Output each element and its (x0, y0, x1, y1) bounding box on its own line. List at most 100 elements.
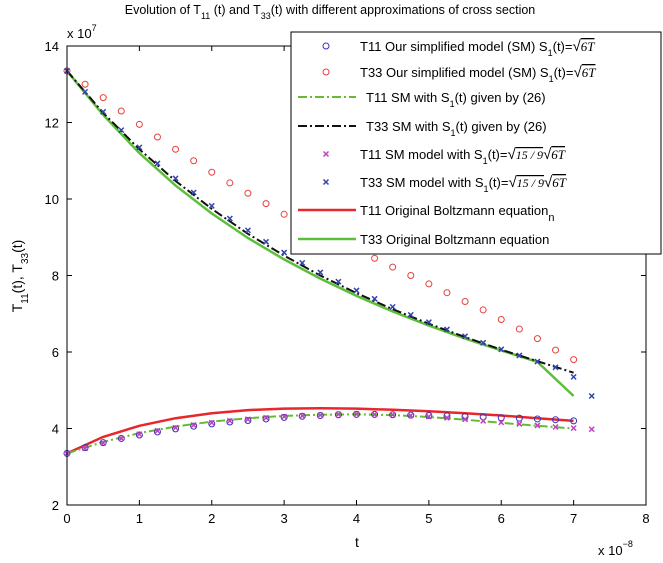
legend-entry-6: T11 Original Boltzmann equationn (360, 203, 555, 224)
series-6 (66, 406, 574, 455)
data-point (588, 392, 595, 400)
data-point (443, 326, 450, 333)
data-point (153, 428, 161, 436)
data-point (425, 319, 432, 326)
data-point (480, 417, 487, 424)
data-point (208, 419, 215, 426)
data-point (244, 416, 252, 424)
data-point (262, 200, 270, 208)
y-tick-label: 6 (52, 345, 59, 360)
data-point (100, 440, 107, 447)
data-point (570, 417, 578, 425)
data-point (154, 427, 161, 434)
y-tick-label: 12 (45, 116, 59, 131)
legend: T11 Our simplified model (SM) S1(t)=√6T … (290, 31, 662, 255)
series-3 (66, 70, 574, 374)
data-point (100, 108, 107, 115)
legend-key (322, 42, 330, 50)
x-tick-label: 6 (498, 511, 505, 526)
data-point (588, 426, 595, 433)
data-point (135, 431, 143, 439)
data-point (299, 412, 306, 419)
data-point (136, 144, 143, 151)
data-point (190, 422, 198, 430)
data-point (407, 272, 415, 279)
x-multiplier: x 10−8 (598, 539, 633, 558)
data-point (570, 373, 577, 380)
data-point (371, 295, 378, 302)
data-point (172, 175, 179, 182)
legend-entry-3: T33 SM with S1(t) given by (26) (366, 119, 547, 138)
data-point (497, 315, 505, 323)
data-point (172, 145, 180, 153)
data-point (208, 168, 216, 176)
data-point (226, 417, 233, 424)
x-tick-label: 5 (425, 511, 432, 526)
y-tick-label: 14 (45, 39, 59, 54)
data-point (425, 280, 433, 288)
data-point (81, 80, 89, 88)
series-0 (63, 410, 578, 457)
legend-key (322, 68, 330, 76)
data-point (135, 120, 143, 128)
data-point (515, 414, 523, 422)
data-point (533, 415, 541, 423)
legend-entry-2: T11 SM with S1(t) given by (26) (366, 90, 546, 109)
data-point (552, 364, 559, 371)
y-tick-label: 8 (52, 269, 59, 284)
data-point (172, 424, 179, 431)
data-point (263, 238, 270, 245)
data-point (389, 263, 397, 271)
data-point (552, 423, 559, 431)
data-point (280, 210, 288, 218)
data-point (353, 410, 360, 418)
data-point (443, 414, 450, 421)
series-1 (63, 67, 578, 364)
legend-key (322, 150, 330, 158)
data-point (117, 107, 125, 115)
data-point (389, 411, 396, 418)
data-point (82, 445, 89, 452)
data-point (190, 189, 197, 196)
data-point (190, 157, 198, 165)
x-tick-label: 8 (642, 511, 649, 526)
data-point (136, 431, 143, 438)
series-5 (63, 67, 595, 400)
data-point (117, 434, 125, 442)
data-point (462, 333, 469, 340)
data-point (498, 419, 505, 426)
y-tick-label: 10 (45, 192, 59, 207)
data-point (462, 416, 469, 423)
data-point (317, 269, 324, 276)
data-point (371, 411, 378, 418)
series-4 (63, 410, 595, 457)
data-point (497, 414, 505, 422)
data-point (262, 415, 270, 423)
data-point (498, 346, 505, 353)
series-line (66, 406, 574, 455)
legend-keys (298, 42, 356, 241)
data-point (263, 414, 270, 421)
data-point (226, 215, 233, 222)
data-point (317, 412, 324, 419)
legend-box (290, 31, 662, 255)
data-point (425, 411, 433, 419)
data-point (389, 303, 396, 310)
data-point (118, 127, 125, 134)
legend-entry-0: T11 Our simplified model (SM) S1(t)=√6T (360, 38, 595, 58)
data-point (208, 202, 215, 209)
x-tick-label: 0 (63, 511, 70, 526)
x-tick-label: 3 (281, 511, 288, 526)
x-tick-label: 4 (353, 511, 360, 526)
x-tick-label: 1 (136, 511, 143, 526)
x-axis-label: t (355, 534, 359, 550)
data-point (226, 418, 234, 426)
data-point (81, 444, 89, 452)
series-line (66, 413, 574, 455)
data-point (534, 358, 541, 365)
legend-entry-5: T33 SM model with S1(t)=√15 / 9√6T (360, 174, 567, 194)
data-point (335, 411, 342, 418)
legend-entry-1: T33 Our simplified model (SM) S1(t)=√6T (360, 64, 596, 84)
data-point (552, 346, 560, 354)
